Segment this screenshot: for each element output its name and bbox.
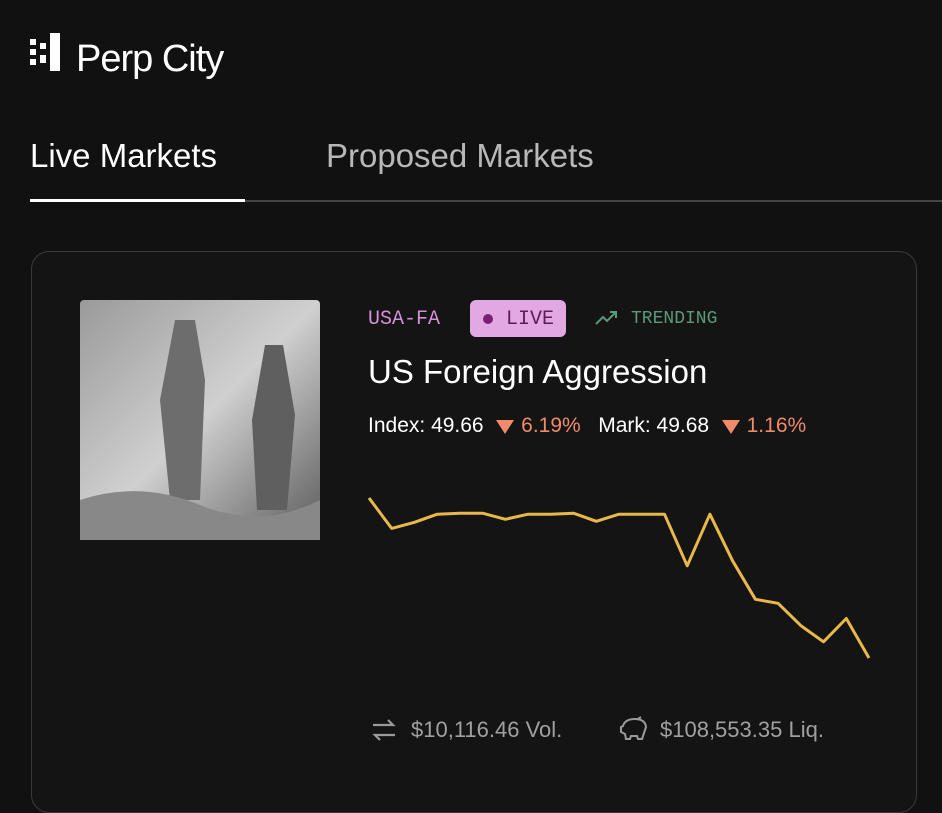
brand: Perp City <box>76 38 224 80</box>
ticker: USA-FA <box>368 308 441 331</box>
tab-divider <box>30 200 942 202</box>
down-arrow <box>496 420 515 434</box>
mark-change: 1.16% <box>746 414 807 437</box>
volume-icon <box>372 719 396 741</box>
tab[interactable]: Proposed Markets <box>326 137 594 174</box>
index-change: 6.19% <box>521 414 581 437</box>
page: Perp City Live Markets Proposed Markets … <box>30 33 942 813</box>
logo-icon <box>30 33 60 71</box>
live-status: LIVE <box>506 308 555 331</box>
market-image <box>80 300 320 540</box>
price-row: Index: 49.66 6.19% Mark: 49.68 1.16% <box>368 414 806 438</box>
trending-icon <box>595 311 617 325</box>
sparkline-line <box>367 497 871 659</box>
tab-indicator <box>30 199 245 202</box>
liquidity-icon <box>620 716 648 740</box>
down-arrow <box>721 420 740 434</box>
index-value: 49.66 <box>431 414 484 437</box>
market-title: US Foreign Aggression <box>368 353 708 390</box>
mark-label: Mark: <box>598 414 651 437</box>
index-label: Index: <box>368 414 426 437</box>
live-dot <box>483 314 493 324</box>
sparkline <box>367 497 871 659</box>
mark-value: 49.68 <box>656 414 710 437</box>
trending-tag: TRENDING <box>631 309 718 329</box>
tab[interactable]: Live Markets <box>30 137 218 174</box>
liquidity: $108,553.35 Liq. <box>660 717 824 742</box>
volume: $10,116.46 Vol. <box>411 717 563 742</box>
